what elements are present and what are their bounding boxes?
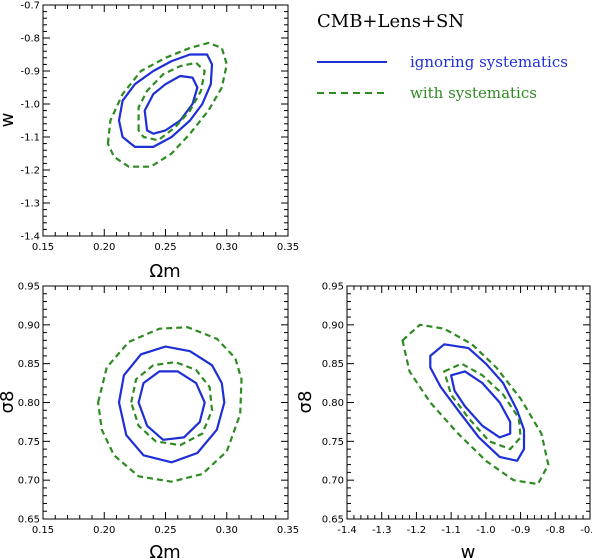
with-systematics-outer-contour [401, 323, 550, 486]
legend-label-with: with systematics [410, 84, 537, 102]
legend-label-ignoring: ignoring systematics [410, 53, 568, 71]
legend: CMB+Lens+SN ignoring systematics with sy… [317, 11, 568, 102]
with-systematics-inner-contour [443, 362, 522, 451]
y-tick-label: 0.75 [322, 437, 344, 448]
y-tick-label: 0.70 [322, 476, 344, 487]
x-tick-label: -1.4 [337, 525, 357, 536]
y-tick-label: -0.7 [20, 1, 40, 12]
y-tick-label: 0.85 [18, 359, 40, 370]
x-tick-label: -1.0 [476, 525, 496, 536]
panel-w-vs-omega-m: 0.15 0.20 0.25 0.30 0.35 -1.4 -1.3 -1.2 -1.1 -1.0… [0, 1, 299, 283]
x-tick-label: 0.25 [154, 525, 176, 536]
y-axis-label: σ8 [0, 391, 18, 414]
x-tick-label: -1.3 [372, 525, 392, 536]
y-tick-label: -1.3 [20, 199, 40, 210]
plot-frame [42, 4, 289, 237]
x-axis-label: Ωm [149, 542, 180, 560]
ignoring-systematics-inner-contour [450, 370, 512, 439]
x-tick-label: -0.7 [580, 525, 592, 536]
y-axis-label: w [0, 113, 18, 128]
x-tick-label: 0.15 [32, 242, 54, 253]
y-tick-label: 0.65 [322, 515, 344, 526]
ignoring-systematics-outer-contour [429, 343, 526, 462]
y-tick-label: 0.80 [18, 398, 40, 409]
x-tick-label: 0.20 [93, 525, 115, 536]
x-axis-label: w [461, 542, 476, 560]
x-axis-label: Ωm [149, 261, 180, 282]
ignoring-systematics-outer-contour [117, 345, 226, 464]
with-systematics-outer-contour [106, 41, 228, 168]
plot-frame [42, 285, 289, 520]
y-tick-label: -1.0 [20, 100, 40, 111]
y-tick-label: 0.85 [322, 359, 344, 370]
with-systematics-outer-contour [97, 326, 243, 483]
y-tick-label: 0.75 [18, 437, 40, 448]
y-tick-label: -0.9 [20, 67, 40, 78]
x-tick-label: -1.2 [407, 525, 427, 536]
y-tick-label: -1.1 [20, 133, 40, 144]
y-tick-label: 0.65 [18, 515, 40, 526]
panel-sigma8-vs-w: -1.4 -1.3 -1.2 -1.1 -1.0 -0.9 -0.8 -0.7 0.65 0.70… [295, 282, 592, 560]
y-tick-label: 0.70 [18, 476, 40, 487]
plot-frame [346, 285, 591, 520]
x-tick-label: -1.1 [441, 525, 461, 536]
x-tick-label: 0.35 [277, 525, 299, 536]
y-tick-label: -1.2 [20, 166, 40, 177]
y-tick-label: 0.80 [322, 398, 344, 409]
ignoring-systematics-inner-contour [137, 370, 206, 441]
x-tick-label: 0.35 [277, 242, 299, 253]
y-tick-label: -0.8 [20, 34, 40, 45]
y-tick-label: 0.90 [18, 320, 40, 331]
x-tick-label: 0.30 [216, 242, 238, 253]
y-tick-label: 0.90 [322, 320, 344, 331]
x-tick-label: -0.9 [511, 525, 531, 536]
with-systematics-inner-contour [137, 61, 206, 142]
y-tick-label: 0.95 [18, 282, 40, 293]
x-tick-label: 0.30 [216, 525, 238, 536]
x-tick-label: 0.25 [154, 242, 176, 253]
ignoring-systematics-outer-contour [117, 53, 214, 148]
panel-sigma8-vs-omega-m: 0.15 0.20 0.25 0.30 0.35 0.65 0.70 0.75 0.80 0.85… [0, 282, 299, 560]
x-tick-label: 0.20 [93, 242, 115, 253]
y-tick-label: -1.4 [20, 232, 40, 243]
x-tick-label: 0.15 [32, 525, 54, 536]
x-tick-label: -0.8 [546, 525, 566, 536]
y-tick-label: 0.95 [322, 282, 344, 293]
y-axis-label: σ8 [295, 391, 316, 414]
legend-title: CMB+Lens+SN [317, 11, 464, 32]
ignoring-systematics-inner-contour [143, 74, 199, 135]
with-systematics-inner-contour [130, 361, 214, 447]
